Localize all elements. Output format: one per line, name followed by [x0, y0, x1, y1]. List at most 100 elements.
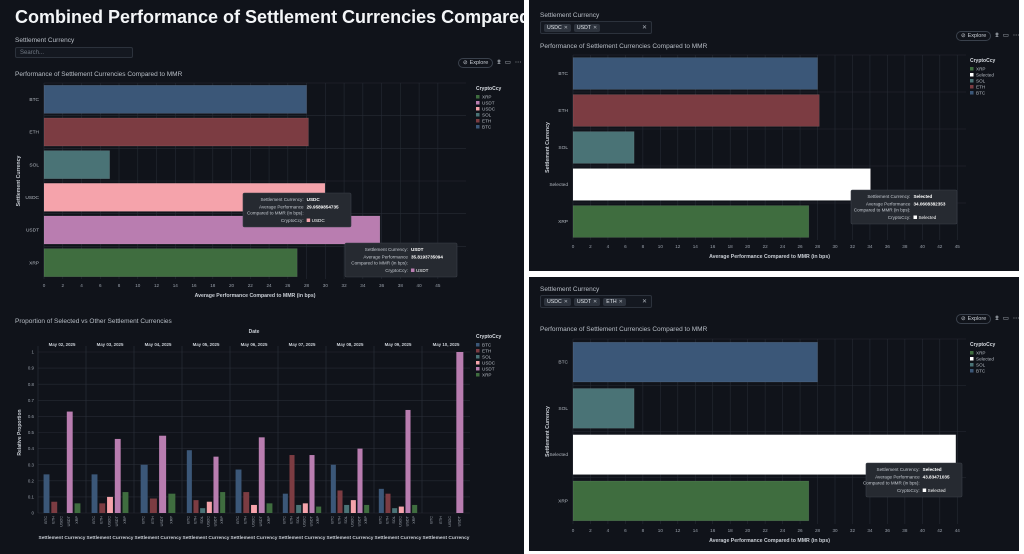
chip-label: USDT — [576, 298, 592, 305]
bar-xrp — [572, 480, 810, 522]
filter-label: Settlement Currency — [540, 286, 600, 293]
x-tick-label: 14 — [173, 283, 179, 288]
tooltip-key: CryptoCcy: — [385, 268, 408, 273]
legend-swatch — [970, 369, 974, 373]
x-tick-label: 40 — [920, 244, 926, 249]
explore-button[interactable]: ⊘ Explore — [956, 314, 992, 324]
x-tick-label: 28 — [304, 283, 310, 288]
legend-swatch — [476, 355, 480, 359]
filter-chip[interactable]: USDC ✕ — [544, 23, 571, 32]
more-icon[interactable]: ⋯ — [1012, 31, 1019, 39]
x-tick-label: 34 — [867, 244, 873, 249]
clear-icon[interactable]: ✕ — [641, 25, 647, 31]
bar-usdt — [309, 455, 315, 513]
filter-chip[interactable]: ETH ✕ — [603, 297, 626, 306]
tooltip-value: 35.8193735094 — [411, 255, 443, 260]
chart-toolbar: ⊘ Explore ⩩ ▭ ⋯ — [956, 31, 1019, 41]
x-tick-label: ETH — [289, 516, 293, 524]
x-axis-label: Average Performance Compared to MMR (in … — [709, 254, 830, 260]
bar-sol — [392, 508, 398, 513]
tooltip-value: Selected — [923, 467, 942, 472]
x-tick-label: 26 — [285, 283, 291, 288]
tooltip-key: Settlement Currency: — [260, 197, 303, 202]
chip-label: ETH — [606, 298, 617, 305]
x-tick-label: 0 — [572, 528, 575, 533]
y-axis-label: Relative Proportion — [17, 409, 23, 455]
more-icon[interactable]: ⋯ — [1012, 314, 1019, 322]
comment-icon[interactable]: ▭ — [504, 58, 511, 66]
bar-usdt — [456, 352, 464, 513]
chip-remove-icon[interactable]: ✕ — [563, 298, 568, 305]
legend-swatch — [970, 73, 974, 77]
x-tick-label: BTC — [430, 516, 434, 524]
more-icon[interactable]: ⋯ — [514, 58, 522, 66]
comment-icon[interactable]: ▭ — [1002, 31, 1009, 39]
legend-title: CryptoCcy — [970, 58, 996, 64]
tooltip-bg — [850, 189, 958, 225]
x-tick-label: 22 — [763, 528, 769, 533]
clear-icon[interactable]: ✕ — [641, 299, 647, 305]
bar-usdt — [405, 409, 411, 513]
x-tick-label: XRP — [412, 516, 416, 524]
y-tick-label: 0.3 — [28, 462, 35, 467]
filter-label: Settlement Currency — [540, 12, 600, 19]
x-tick-label: 12 — [675, 528, 681, 533]
explore-button[interactable]: ⊘ Explore — [458, 58, 494, 68]
x-tick-label: 22 — [763, 244, 769, 249]
tooltip-swatch — [922, 488, 927, 492]
x-tick-label: 10 — [135, 283, 141, 288]
tooltip-key: Compared to MMR (in bps): — [854, 208, 911, 213]
filter-chip[interactable]: USDT ✕ — [573, 23, 601, 32]
facet-label: May 04, 2025 — [145, 342, 172, 347]
x-tick-label: 30 — [323, 283, 329, 288]
x-tick-label: 28 — [815, 244, 821, 249]
filter-chip[interactable]: USDC ✕ — [544, 297, 571, 306]
tooltip-key: Average Performance — [875, 475, 920, 480]
x-tick-label: USDT — [259, 515, 263, 526]
legend-item: SOL — [482, 354, 492, 359]
y-tick-label: XRP — [558, 219, 568, 225]
proportion-chart-title: Proportion of Selected vs Other Settleme… — [15, 318, 172, 325]
x-tick-label: 10 — [658, 244, 664, 249]
y-tick-label: ETH — [29, 130, 39, 136]
filter-icon[interactable]: ⩩ — [995, 31, 999, 39]
chip-remove-icon[interactable]: ✕ — [593, 298, 598, 305]
x-tick-label: 6 — [624, 244, 627, 249]
filter-chip[interactable]: USDT ✕ — [573, 297, 601, 306]
bar-xrp — [572, 205, 810, 238]
y-axis-label: Settlement Currency — [16, 156, 22, 207]
bar-sol — [344, 504, 350, 513]
explore-button[interactable]: ⊘ Explore — [956, 31, 992, 41]
x-tick-label: 22 — [248, 283, 254, 288]
x-tick-label: USDT — [357, 515, 361, 526]
x-tick-label: 30 — [832, 528, 838, 533]
y-tick-label: BTC — [558, 360, 568, 366]
x-tick-label: 10 — [658, 528, 664, 533]
comment-icon[interactable]: ▭ — [1002, 314, 1009, 322]
chip-remove-icon[interactable]: ✕ — [593, 24, 598, 31]
currency-multiselect[interactable]: USDC ✕ USDT ✕ ETH ✕ ✕ — [540, 295, 652, 308]
y-tick-label: 0.1 — [28, 495, 35, 500]
filter-icon[interactable]: ⩩ — [497, 58, 501, 66]
y-tick-label: 0.4 — [28, 446, 35, 451]
tooltip-key: Settlement Currency: — [877, 467, 920, 472]
tooltip-key: Compared to MMR (in bps): — [247, 211, 304, 216]
chip-remove-icon[interactable]: ✕ — [563, 24, 568, 31]
x-tick-label: ETH — [193, 516, 197, 524]
currency-multiselect[interactable]: USDC ✕ USDT ✕ ✕ — [540, 21, 652, 34]
filter-icon[interactable]: ⩩ — [995, 314, 999, 322]
x-tick-label: 36 — [885, 244, 891, 249]
x-tick-label: USDC — [448, 516, 452, 527]
legend-item: XRP — [976, 350, 985, 355]
tooltip-value: 34.0608382353 — [913, 202, 945, 207]
search-input[interactable]: Search... — [15, 47, 133, 58]
x-tick-label: 36 — [379, 283, 385, 288]
x-tick-label: BTC — [92, 516, 96, 524]
x-tick-label: XRP — [267, 516, 271, 524]
bar-chart-title: Performance of Settlement Currencies Com… — [15, 71, 183, 78]
x-tick-label: 18 — [728, 244, 734, 249]
tooltip-swatch — [410, 268, 415, 272]
chip-remove-icon[interactable]: ✕ — [618, 298, 623, 305]
page-title: Combined Performance of Settlement Curre… — [15, 7, 524, 27]
x-tick-label: 32 — [850, 528, 856, 533]
